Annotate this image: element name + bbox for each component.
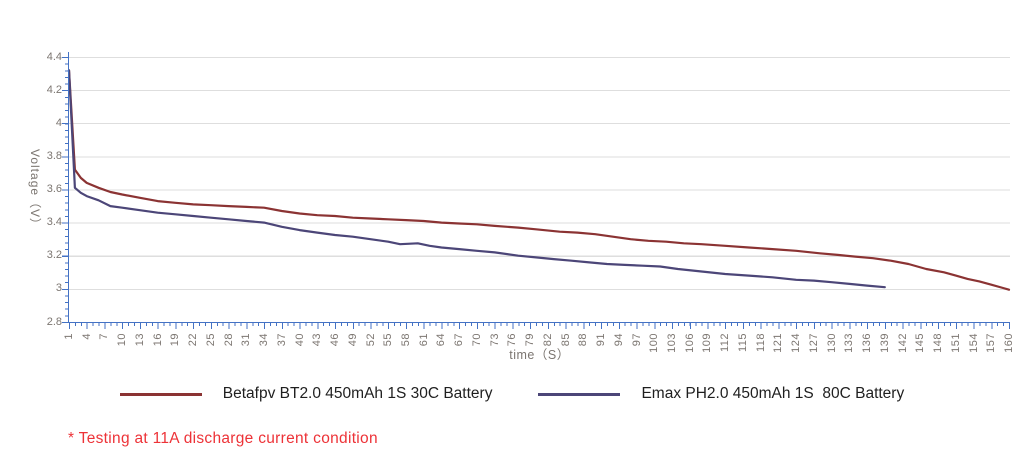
y-tick-label: 4: [55, 116, 62, 129]
y-axis-title: Voltage（V）: [28, 149, 42, 232]
y-tick-label: 3.6: [46, 183, 62, 195]
plot-area: [69, 57, 1010, 322]
legend-item-betafpv: Betafpv BT2.0 450mAh 1S 30C Battery: [119, 385, 493, 403]
y-tick-label: 3: [55, 282, 62, 295]
y-tick-label: 3.2: [46, 249, 62, 262]
legend: Betafpv BT2.0 450mAh 1S 30C Battery Emax…: [0, 385, 1024, 403]
y-tick-label: 3.4: [46, 216, 62, 229]
y-tick-label: 4.4: [46, 50, 62, 63]
footnote: * Testing at 11A discharge current condi…: [68, 430, 378, 447]
y-tick-label: 3.8: [46, 149, 62, 162]
plot-svg: [67, 69, 1011, 291]
legend-label-betafpv: Betafpv BT2.0 450mAh 1S 30C Battery: [222, 385, 493, 402]
legend-label-emax: Emax PH2.0 450mAh 1S 80C Battery: [641, 385, 905, 402]
legend-swatch-emax: [538, 392, 621, 396]
y-tick-label: 4.2: [46, 83, 62, 96]
legend-swatch-betafpv: [119, 392, 202, 396]
x-tick-label: 1: [63, 333, 75, 340]
legend-item-emax: Emax PH2.0 450mAh 1S 80C Battery: [538, 385, 904, 403]
series-line-betafpv: [67, 69, 1011, 291]
series-line-emax: [67, 69, 886, 289]
x-axis-title: time（S）: [509, 348, 570, 362]
y-tick-label: 2.8: [46, 315, 62, 328]
x-axis-major-ticks: [69, 323, 1010, 329]
x-axis-line: [68, 322, 1010, 323]
x-tick-label: 4: [80, 333, 93, 340]
y-axis-line: [68, 52, 69, 323]
x-tick-label: 7: [98, 333, 111, 340]
x-axis-minor-ticks: [69, 323, 1010, 326]
y-axis-minor-ticks: [65, 57, 68, 323]
